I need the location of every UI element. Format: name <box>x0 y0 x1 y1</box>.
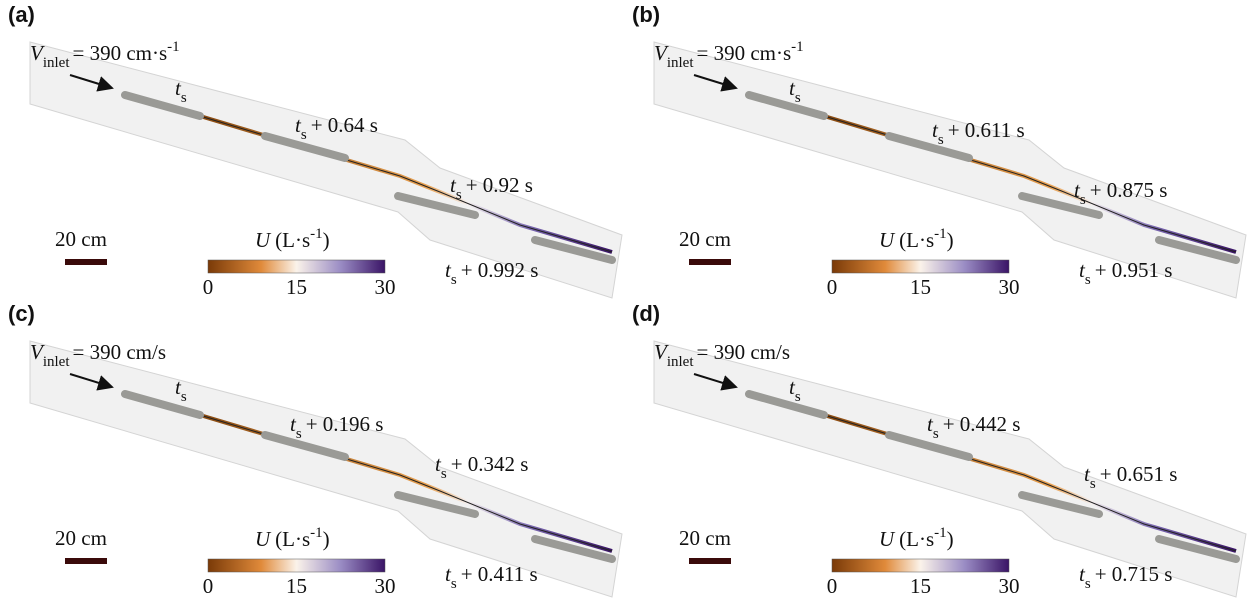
figure: (a)Vinlet= 390 cm·s-1tsts+ 0.64 sts+ 0.9… <box>0 0 1248 598</box>
colorbar-tick: 0 <box>203 275 214 299</box>
colorbar-tick: 15 <box>286 574 307 598</box>
scale-bar <box>65 259 107 265</box>
time-label: ts+ 0.715 s <box>1079 562 1172 592</box>
text-part: s <box>1085 272 1091 288</box>
scale-label: 20 cm <box>55 227 107 251</box>
scale-bar <box>689 558 731 564</box>
text-part: s <box>795 389 801 405</box>
channel <box>30 341 622 597</box>
text-part: s <box>456 187 462 203</box>
scale-label: 20 cm <box>679 526 731 550</box>
time-label: ts+ 0.951 s <box>1079 258 1172 288</box>
colorbar-tick: 30 <box>999 574 1020 598</box>
time-label: ts+ 0.992 s <box>445 258 538 288</box>
text-part: ) <box>323 228 330 252</box>
text-part: s <box>1085 576 1091 592</box>
text-part: (L·s <box>275 527 310 551</box>
text-part: s <box>1080 192 1086 208</box>
colorbar-tick: 30 <box>375 275 396 299</box>
text-part: -1 <box>791 39 804 55</box>
text-part: ) <box>323 527 330 551</box>
colorbar <box>208 260 385 273</box>
scale-bar <box>689 259 731 265</box>
text-part: U <box>255 527 272 551</box>
text-part: -1 <box>934 525 947 541</box>
scale-label: 20 cm <box>679 227 731 251</box>
colorbar <box>832 260 1009 273</box>
text-part: s <box>938 132 944 148</box>
text-part: ) <box>947 228 954 252</box>
text-part: = 390 cm·s <box>73 41 168 65</box>
colorbar-tick: 0 <box>203 574 214 598</box>
colorbar-title: U(L·s-1) <box>255 525 330 551</box>
text-part: = 390 cm/s <box>697 340 791 364</box>
text-part: ) <box>947 527 954 551</box>
text-part: + 0.875 s <box>1090 178 1168 202</box>
text-part: + 0.992 s <box>461 258 539 282</box>
text-part: (L·s <box>275 228 310 252</box>
text-part: -1 <box>310 525 323 541</box>
text-part: + 0.715 s <box>1095 562 1173 586</box>
text-part: = 390 cm/s <box>73 340 167 364</box>
text-part: s <box>451 272 457 288</box>
text-part: s <box>296 426 302 442</box>
colorbar <box>208 559 385 572</box>
text-part: (L·s <box>899 527 934 551</box>
text-part: s <box>1090 476 1096 492</box>
text-part: U <box>879 527 896 551</box>
text-part: -1 <box>167 39 180 55</box>
colorbar-tick: 15 <box>910 275 931 299</box>
text-part: + 0.64 s <box>311 113 378 137</box>
colorbar-title: U(L·s-1) <box>255 226 330 252</box>
text-part: U <box>879 228 896 252</box>
text-part: + 0.611 s <box>948 118 1025 142</box>
colorbar-tick: 15 <box>910 574 931 598</box>
colorbar-tick: 15 <box>286 275 307 299</box>
scale-bar <box>65 558 107 564</box>
text-part: s <box>181 389 187 405</box>
time-label: ts+ 0.411 s <box>445 562 538 592</box>
colorbar-tick: 30 <box>999 275 1020 299</box>
panel-label: (c) <box>8 301 35 326</box>
text-part: + 0.196 s <box>306 412 384 436</box>
text-part: inlet <box>667 55 694 71</box>
text-part: U <box>255 228 272 252</box>
text-part: s <box>451 576 457 592</box>
text-part: s <box>181 90 187 106</box>
text-part: + 0.651 s <box>1100 462 1178 486</box>
text-part: inlet <box>667 354 694 370</box>
text-part: + 0.411 s <box>461 562 538 586</box>
colorbar <box>832 559 1009 572</box>
text-part: inlet <box>43 354 70 370</box>
text-part: s <box>301 127 307 143</box>
text-part: + 0.442 s <box>943 412 1021 436</box>
panel-label: (b) <box>632 2 660 27</box>
panel-label: (a) <box>8 2 35 27</box>
scale-label: 20 cm <box>55 526 107 550</box>
text-part: (L·s <box>899 228 934 252</box>
panel: (d)Vinlet= 390 cm/ststs+ 0.442 sts+ 0.65… <box>632 301 1246 598</box>
colorbar-tick: 30 <box>375 574 396 598</box>
text-part: s <box>933 426 939 442</box>
text-part: -1 <box>934 226 947 242</box>
text-part: s <box>441 466 447 482</box>
text-part: + 0.951 s <box>1095 258 1173 282</box>
colorbar-title: U(L·s-1) <box>879 226 954 252</box>
text-part: s <box>795 90 801 106</box>
colorbar-tick: 0 <box>827 275 838 299</box>
panel-label: (d) <box>632 301 660 326</box>
colorbar-title: U(L·s-1) <box>879 525 954 551</box>
text-part: inlet <box>43 55 70 71</box>
colorbar-tick: 0 <box>827 574 838 598</box>
text-part: + 0.92 s <box>466 173 533 197</box>
text-part: = 390 cm·s <box>697 41 792 65</box>
text-part: + 0.342 s <box>451 452 529 476</box>
text-part: -1 <box>310 226 323 242</box>
